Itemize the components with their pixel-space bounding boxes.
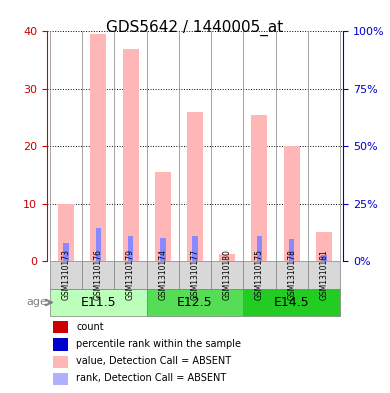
Text: value, Detection Call = ABSENT: value, Detection Call = ABSENT	[76, 356, 232, 366]
FancyBboxPatch shape	[308, 261, 340, 289]
Bar	[257, 236, 262, 261]
Text: GSM1310178: GSM1310178	[287, 250, 296, 300]
Text: E12.5: E12.5	[177, 296, 213, 309]
FancyBboxPatch shape	[114, 261, 147, 289]
Text: GSM1310176: GSM1310176	[94, 250, 103, 300]
Bar	[192, 236, 198, 261]
Bar	[316, 232, 332, 261]
Text: GSM1310181: GSM1310181	[319, 250, 328, 300]
Text: count: count	[76, 321, 104, 332]
Bar	[128, 236, 133, 261]
Bar	[284, 146, 300, 261]
Bar	[187, 112, 203, 261]
Bar	[122, 49, 138, 261]
Bar	[63, 243, 69, 261]
FancyBboxPatch shape	[147, 289, 243, 316]
Bar	[53, 338, 67, 351]
FancyBboxPatch shape	[211, 261, 243, 289]
Bar	[155, 172, 171, 261]
Bar	[289, 239, 294, 261]
Bar	[58, 204, 74, 261]
Bar	[219, 254, 235, 261]
Text: GSM1310175: GSM1310175	[255, 250, 264, 300]
Text: E14.5: E14.5	[274, 296, 309, 309]
Text: E11.5: E11.5	[81, 296, 116, 309]
Text: rank, Detection Call = ABSENT: rank, Detection Call = ABSENT	[76, 373, 227, 383]
Text: GSM1310173: GSM1310173	[62, 250, 71, 300]
Bar	[53, 373, 67, 385]
Text: percentile rank within the sample: percentile rank within the sample	[76, 339, 241, 349]
FancyBboxPatch shape	[50, 261, 82, 289]
Bar	[252, 115, 268, 261]
Bar	[160, 238, 166, 261]
Bar	[53, 356, 67, 368]
FancyBboxPatch shape	[276, 261, 308, 289]
Bar	[53, 321, 67, 334]
Text: GSM1310180: GSM1310180	[223, 250, 232, 300]
FancyBboxPatch shape	[50, 289, 147, 316]
Text: GSM1310179: GSM1310179	[126, 250, 135, 300]
FancyBboxPatch shape	[82, 261, 114, 289]
Text: GDS5642 / 1440005_at: GDS5642 / 1440005_at	[106, 20, 284, 36]
FancyBboxPatch shape	[243, 261, 276, 289]
Text: GSM1310177: GSM1310177	[190, 250, 200, 300]
FancyBboxPatch shape	[147, 261, 179, 289]
FancyBboxPatch shape	[179, 261, 211, 289]
Bar	[321, 255, 327, 261]
Bar	[90, 34, 106, 261]
Text: age: age	[26, 298, 47, 307]
Text: GSM1310174: GSM1310174	[158, 250, 167, 300]
Bar	[96, 228, 101, 261]
FancyBboxPatch shape	[243, 289, 340, 316]
